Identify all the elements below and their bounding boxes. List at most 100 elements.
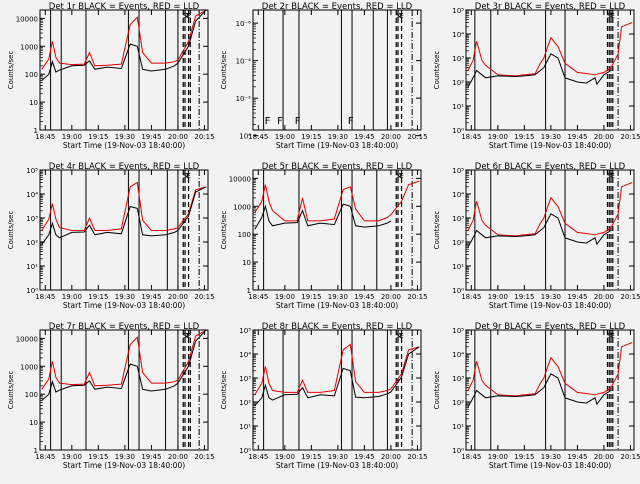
x-tick-label: 19:30 (541, 453, 561, 461)
panel-title: Det 7r BLACK = Events, RED = LLD (49, 322, 200, 332)
x-tick-label: 18:45 (461, 133, 481, 141)
y-tick-label: 10³ (452, 55, 464, 63)
lld-series-line (41, 10, 207, 70)
x-axis-label: Start Time (19-Nov-03 18:40:00) (489, 461, 611, 470)
x-axis-label: Start Time (19-Nov-03 18:40:00) (63, 301, 185, 310)
x-axis-label: Start Time (19-Nov-03 18:40:00) (63, 141, 185, 150)
marker-label: E (399, 172, 403, 180)
y-tick-label: 10³ (26, 215, 38, 223)
marker-label: A (609, 332, 614, 340)
panel-title: Det 2r BLACK = Events, RED = LLD (262, 2, 413, 12)
y-tick-label: 1 (247, 287, 251, 295)
detector-panel-4: Det 4r BLACK = Events, RED = LLD 10⁰ 10¹ 10… (7, 162, 215, 310)
x-tick-label: 20:15 (620, 133, 640, 141)
y-axis-label: Counts/sec (7, 211, 15, 250)
plot-area (254, 170, 420, 290)
x-axis-label: Start Time (19-Nov-03 18:40:00) (276, 301, 398, 310)
marker-label: E (399, 332, 403, 340)
plot-frame (465, 169, 635, 291)
plot-frame (465, 9, 635, 131)
detector-panel-3: Det 3r BLACK = Events, RED = LLD 10⁰ 10¹ 10… (433, 2, 640, 150)
y-tick-label: 10000 (229, 175, 251, 183)
x-tick-label: 19:45 (354, 133, 374, 141)
x-tick-label: 20:00 (594, 453, 614, 461)
plot-frame (39, 9, 209, 131)
x-tick-label: 19:15 (301, 293, 321, 301)
plot-frame (39, 169, 209, 291)
y-tick-label: 10² (452, 79, 464, 87)
events-series-line (41, 330, 207, 401)
y-tick-label: 1000 (20, 43, 38, 51)
marker-label: F (348, 116, 354, 127)
y-tick-label: 10⁵ (452, 327, 464, 335)
y-tick-label: 1 (34, 127, 38, 135)
marker-label: S (396, 12, 401, 20)
lld-series-line (467, 342, 633, 397)
lld-series-line (41, 330, 207, 390)
detector-panel-1: Det 1r BLACK = Events, RED = LLD 1 10 100 10… (7, 2, 215, 150)
y-tick-label: 10⁰ (239, 133, 251, 141)
lld-series-line (254, 180, 420, 222)
x-tick-label: 20:00 (168, 293, 188, 301)
x-tick-label: 19:45 (141, 293, 161, 301)
x-tick-label: 19:00 (62, 293, 82, 301)
y-tick-label: 10³ (452, 375, 464, 383)
x-tick-label: 19:00 (275, 133, 295, 141)
y-tick-label: 1000 (233, 203, 251, 211)
plot-frame (252, 329, 422, 451)
plot-area (254, 330, 420, 450)
plot-frame (465, 329, 635, 451)
marker-label: A (397, 172, 402, 180)
x-tick-label: 19:15 (301, 133, 321, 141)
plot-frame (252, 169, 422, 291)
y-axis-label: Counts/sec (433, 371, 441, 410)
detector-panel-8: Det 8r BLACK = Events, RED = LLD 10⁰ 10¹ 10… (220, 322, 428, 470)
y-axis-label: Counts/sec (220, 371, 228, 410)
y-tick-label: 1 (34, 447, 38, 455)
y-tick-label: 10⁰ (452, 287, 464, 295)
events-series-line (467, 373, 612, 408)
panel-title: Det 3r BLACK = Events, RED = LLD (475, 2, 626, 12)
plot-area (467, 330, 633, 450)
y-tick-label: 10 (29, 99, 38, 107)
events-series-line (41, 10, 207, 81)
y-tick-label: 10⁵ (452, 167, 464, 175)
plot-area (41, 170, 207, 290)
y-tick-label: 10⁴ (452, 31, 464, 39)
panel-title: Det 5r BLACK = Events, RED = LLD (262, 162, 413, 172)
detector-panel-7: Det 7r BLACK = Events, RED = LLD 1 10 100 10… (7, 322, 215, 470)
y-tick-label: 10⁰ (452, 127, 464, 135)
x-tick-label: 19:15 (514, 453, 534, 461)
marker-label: E (399, 12, 403, 20)
marker-label: S (396, 172, 401, 180)
x-tick-label: 20:15 (194, 453, 214, 461)
x-tick-label: 19:45 (141, 453, 161, 461)
plot-area (41, 10, 207, 130)
marker-label: S (183, 332, 188, 340)
y-tick-label: 10⁴ (239, 351, 251, 359)
detector-panel-2: Det 2r BLACK = Events, RED = LLD 10⁰ 10⁻² 1… (220, 2, 428, 150)
x-tick-label: 18:45 (35, 293, 55, 301)
x-tick-label: 19:45 (567, 133, 587, 141)
y-tick-label: 10¹ (239, 423, 251, 431)
events-series-line (467, 213, 612, 248)
x-tick-label: 19:45 (141, 133, 161, 141)
x-axis-label: Start Time (19-Nov-03 18:40:00) (63, 461, 185, 470)
x-tick-label: 19:15 (301, 453, 321, 461)
detector-panel-9: Det 9r BLACK = Events, RED = LLD 10⁰ 10¹ 10… (433, 322, 640, 470)
panel-title: Det 9r BLACK = Events, RED = LLD (475, 322, 626, 332)
x-tick-label: 19:45 (567, 293, 587, 301)
x-tick-label: 19:15 (514, 133, 534, 141)
x-tick-label: 18:45 (248, 133, 268, 141)
x-tick-label: 19:45 (354, 293, 374, 301)
y-tick-label: 100 (25, 391, 38, 399)
marker-label: S (607, 332, 612, 340)
y-tick-label: 10⁰ (452, 447, 464, 455)
y-tick-label: 10⁻⁴ (236, 58, 252, 66)
panel-title: Det 8r BLACK = Events, RED = LLD (262, 322, 413, 332)
y-axis-label: Counts/sec (220, 51, 228, 90)
marker-label: A (609, 172, 614, 180)
marker-label: A (184, 332, 189, 340)
y-tick-label: 10³ (239, 375, 251, 383)
